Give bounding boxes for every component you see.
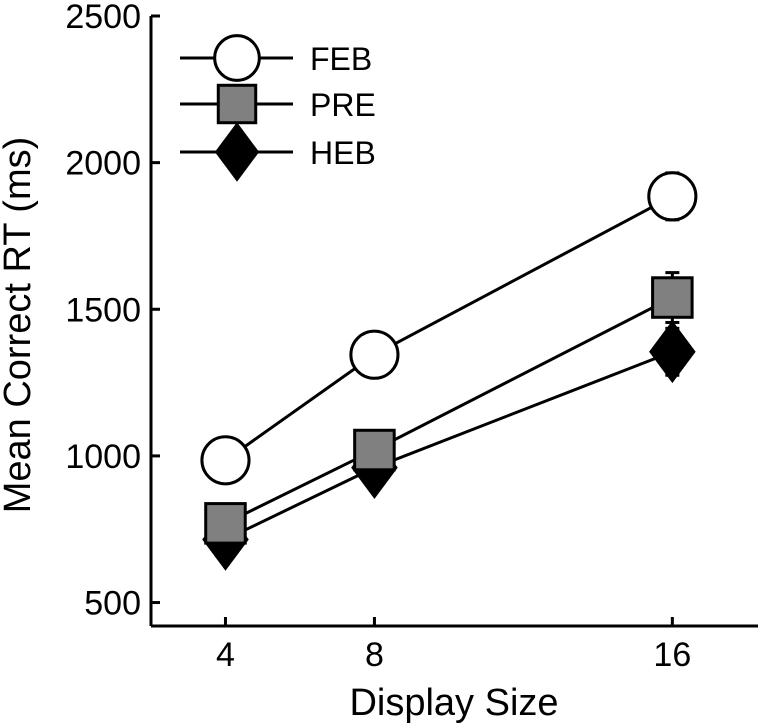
data-point [353,428,396,472]
series-line [224,296,674,525]
y-tick-label: 2000 [65,145,141,183]
series-heb [202,320,696,571]
legend-label: PRE [310,87,376,123]
series-feb [200,171,698,486]
data-point [204,502,247,545]
data-point [349,329,400,380]
y-axis-label: Mean Correct RT (ms) [0,137,39,514]
y-tick-label: 1500 [65,291,141,329]
series-line [224,350,673,541]
data-point [651,276,694,319]
legend-item: FEB [180,34,372,82]
x-tick-label: 8 [365,636,384,674]
legend-marker [216,83,258,125]
legend-label: HEB [310,135,376,171]
y-tick-label: 1000 [65,438,141,476]
series-pre [204,271,694,545]
legend-item: PRE [180,83,376,125]
legend-marker [214,122,260,182]
legend-marker [213,34,261,82]
legend: FEB PRE HEB [180,34,376,182]
legend-item: HEB [180,122,376,182]
y-tick-label: 500 [84,585,141,623]
series-line [224,195,674,462]
axes [149,16,758,628]
data-point [200,435,251,486]
series-layer [200,171,698,571]
legend-label: FEB [310,41,372,77]
y-tick-label: 2500 [65,0,141,36]
x-tick-label: 4 [216,636,235,674]
y-ticks: 500 1000 1500 2000 2500 [65,0,160,623]
data-point [647,171,698,222]
data-point [649,320,696,384]
x-ticks: 4 8 16 [216,617,691,674]
x-axis-label: Display Size [349,682,558,724]
x-tick-label: 16 [653,636,691,674]
